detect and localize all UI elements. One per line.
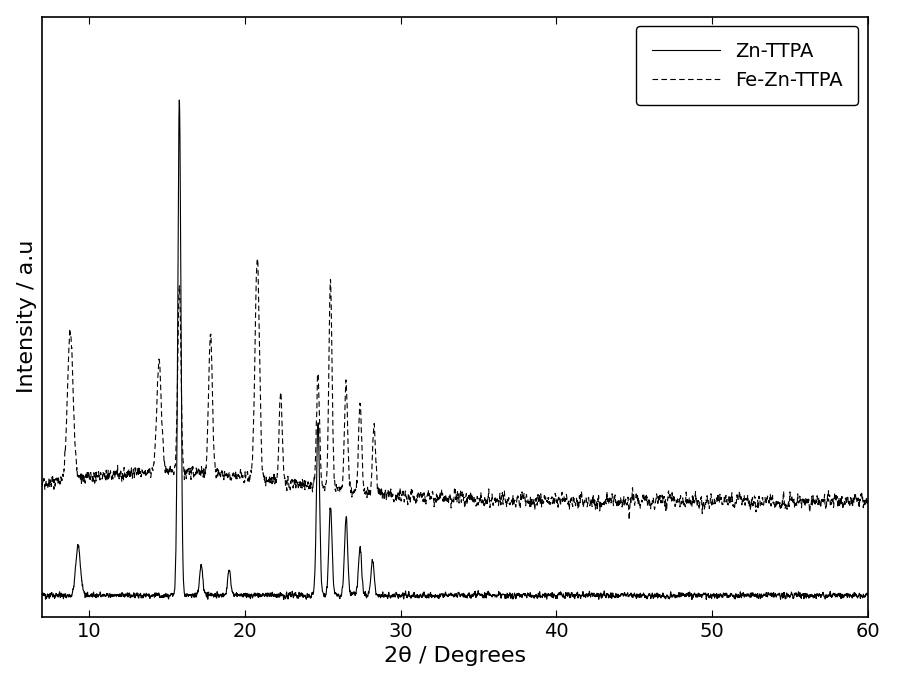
Zn-TTPA: [526, 593, 536, 601]
Zn-TTPA: [174, 96, 185, 104]
Fe-Zn-TTPA: [37, 482, 48, 490]
Line: Fe-Zn-TTPA: Fe-Zn-TTPA: [42, 259, 868, 520]
Fe-Zn-TTPA: [693, 501, 704, 510]
Zn-TTPA: [336, 591, 347, 600]
Zn-TTPA: [562, 589, 572, 597]
Fe-Zn-TTPA: [335, 486, 346, 494]
Y-axis label: Intensity / a.u: Intensity / a.u: [17, 240, 37, 393]
Zn-TTPA: [863, 590, 874, 598]
Fe-Zn-TTPA: [649, 505, 660, 513]
Zn-TTPA: [37, 591, 48, 600]
Fe-Zn-TTPA: [623, 516, 634, 524]
Fe-Zn-TTPA: [863, 499, 874, 507]
Fe-Zn-TTPA: [78, 476, 89, 484]
Zn-TTPA: [78, 587, 89, 596]
Fe-Zn-TTPA: [252, 255, 263, 263]
Fe-Zn-TTPA: [562, 494, 572, 503]
Zn-TTPA: [278, 596, 289, 604]
Zn-TTPA: [693, 591, 704, 599]
Line: Zn-TTPA: Zn-TTPA: [42, 100, 868, 600]
Fe-Zn-TTPA: [526, 499, 536, 507]
Legend: Zn-TTPA, Fe-Zn-TTPA: Zn-TTPA, Fe-Zn-TTPA: [636, 27, 858, 105]
X-axis label: 2θ / Degrees: 2θ / Degrees: [384, 646, 527, 667]
Zn-TTPA: [649, 591, 660, 600]
